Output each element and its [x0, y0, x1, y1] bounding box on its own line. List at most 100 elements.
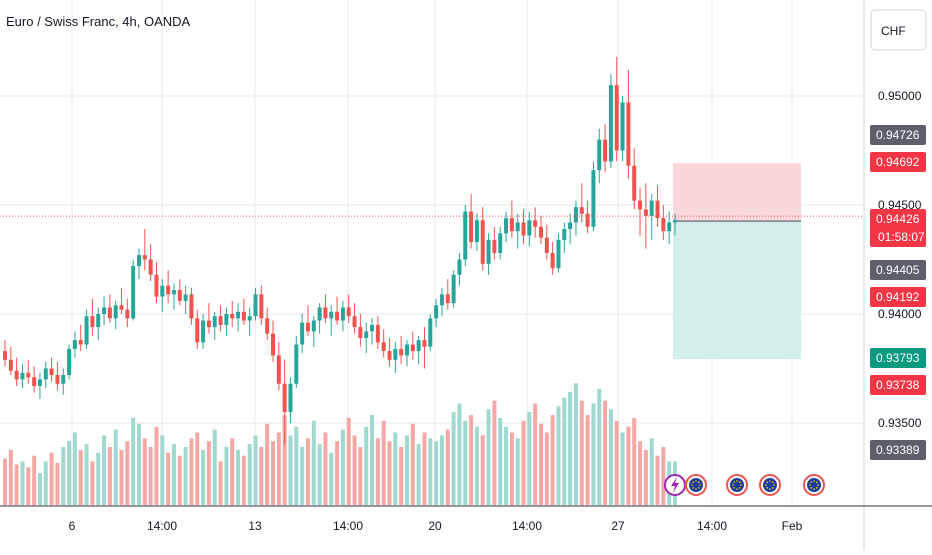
candle-body — [294, 344, 299, 384]
event-markers[interactable] — [664, 474, 825, 496]
candle-body — [399, 348, 404, 356]
candle-body — [573, 207, 578, 223]
candle-body — [241, 311, 246, 321]
candle-body — [259, 294, 264, 319]
volume-bar — [579, 400, 584, 505]
volume-bar — [171, 444, 176, 505]
volume-bar — [271, 441, 275, 505]
flag-icon-star — [773, 484, 775, 486]
volume-bar — [509, 432, 514, 505]
candle-body — [585, 213, 590, 227]
candle-body — [603, 139, 608, 162]
flag-icon-star — [692, 487, 694, 489]
candle-body — [14, 370, 19, 380]
volume-bar — [608, 409, 613, 505]
price-axis[interactable]: 0.95000 0.94500 0.94000 0.93500 — [878, 89, 922, 430]
volume-bar — [405, 435, 409, 505]
flag-icon-star — [816, 481, 818, 483]
flag-icon-star — [733, 481, 735, 483]
candle-body — [649, 200, 654, 216]
volume-bar — [305, 438, 310, 505]
candle-body — [428, 318, 433, 347]
candle-body — [340, 307, 345, 321]
candle-body — [78, 340, 83, 345]
volume-bar — [638, 441, 643, 505]
volume-bar — [655, 455, 660, 505]
time-tick-label: 14:00 — [333, 519, 363, 533]
candle-body — [154, 274, 159, 297]
volume-bar — [32, 455, 37, 505]
volume-bar — [439, 435, 444, 505]
candle-body — [265, 318, 270, 334]
flag-icon-star — [817, 484, 819, 486]
candle-body — [271, 333, 275, 356]
flag-icon-star — [772, 481, 774, 483]
candle-body — [171, 290, 176, 295]
candle-body — [335, 311, 340, 321]
candle-body — [655, 200, 660, 219]
volume-bar — [620, 432, 625, 505]
time-axis[interactable]: 6 14:00 13 14:00 20 14:00 27 14:00 Feb — [69, 519, 803, 533]
currency-label[interactable]: CHF — [881, 24, 906, 38]
candle-body — [55, 375, 60, 384]
flag-icon-star — [766, 481, 768, 483]
volume-bar — [183, 447, 188, 505]
flag-icon-star — [772, 487, 774, 489]
candle-body — [469, 211, 474, 243]
candle-body — [387, 351, 392, 360]
volume-bar — [8, 449, 13, 505]
time-tick-label: 14:00 — [512, 519, 542, 533]
candle-body — [375, 324, 380, 343]
volume-bar — [78, 449, 83, 505]
flag-icon-star — [765, 484, 767, 486]
candle-body — [673, 220, 677, 223]
flag-icon-star — [739, 487, 741, 489]
volume-bar — [340, 429, 345, 505]
volume-bar — [49, 452, 54, 505]
candle-body — [288, 383, 293, 413]
volume-bar — [387, 441, 392, 505]
flag-icon-star — [698, 487, 700, 489]
volume-bar — [329, 452, 334, 505]
flag-icon-star — [699, 484, 701, 486]
candle-body — [451, 274, 456, 304]
flag-icon-star — [769, 488, 771, 490]
candle-body — [113, 305, 118, 319]
volume-bar — [265, 423, 270, 505]
candle-body — [8, 359, 13, 371]
volume-bar — [626, 426, 631, 505]
candle-body — [142, 255, 147, 260]
candle-body — [61, 375, 66, 384]
volume-bar — [55, 462, 60, 505]
time-tick-label: 27 — [611, 519, 625, 533]
candle-body — [131, 266, 136, 319]
volume-bar — [422, 432, 427, 505]
volume-bar — [224, 447, 229, 505]
volume-bar — [550, 415, 555, 505]
candle-body — [224, 314, 229, 325]
candle-body — [457, 259, 462, 275]
volume-bar — [206, 441, 211, 505]
price-label-box — [870, 375, 926, 395]
volume-bar — [521, 420, 526, 505]
candle-body — [474, 220, 479, 243]
price-label-box — [870, 260, 926, 280]
candle-body — [177, 290, 182, 301]
candle-body — [521, 222, 526, 236]
volume-bar — [96, 452, 101, 505]
price-label-countdown: 01:58:07 — [878, 230, 925, 244]
price-label-value: 0.93738 — [876, 378, 920, 392]
volume-bar — [311, 420, 316, 505]
volume-bar — [160, 435, 165, 505]
flag-icon-star — [691, 484, 693, 486]
volume-bar — [364, 426, 369, 505]
candle-body — [160, 285, 165, 297]
currency-button-frame[interactable] — [870, 9, 927, 51]
volume-bar — [37, 473, 42, 505]
candle-body — [579, 207, 584, 214]
volume-bar — [84, 444, 89, 505]
volume-bar — [137, 423, 141, 505]
currency-button[interactable]: CHF — [870, 9, 927, 51]
